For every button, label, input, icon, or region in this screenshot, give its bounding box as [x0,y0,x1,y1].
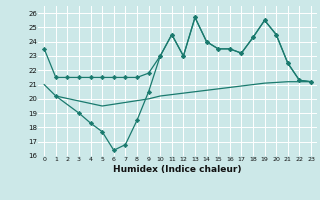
X-axis label: Humidex (Indice chaleur): Humidex (Indice chaleur) [113,165,242,174]
